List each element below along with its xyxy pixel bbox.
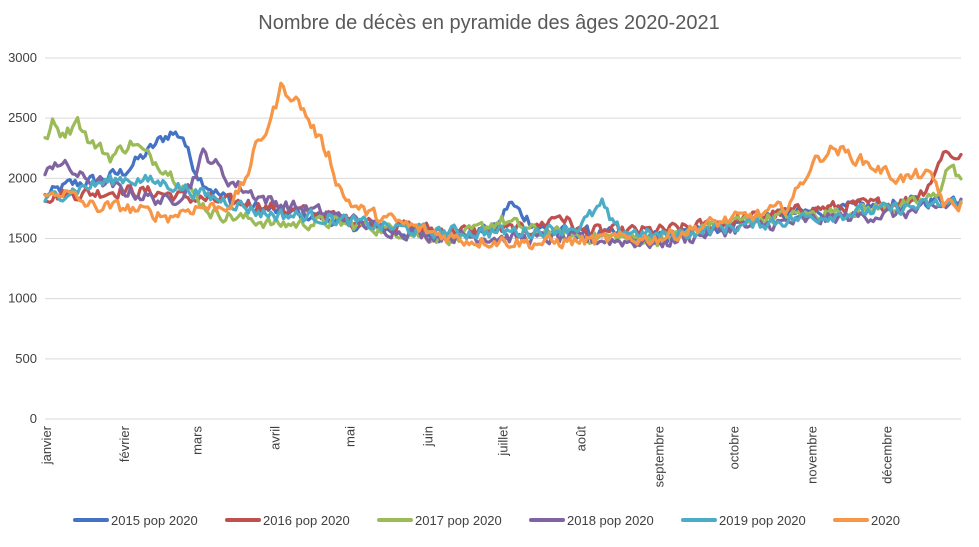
x-tick-label: juin	[420, 426, 435, 447]
x-tick-label: août	[574, 426, 589, 452]
y-tick-label: 2000	[8, 170, 37, 185]
chart-title: Nombre de décès en pyramide des âges 202…	[258, 12, 719, 34]
x-tick-label: décembre	[880, 426, 895, 484]
x-tick-label: mars	[190, 426, 205, 455]
legend: 2015 pop 2020 2016 pop 2020 2017 pop 2020 2…	[73, 513, 900, 528]
x-tick-label: mai	[343, 426, 358, 447]
x-tick-label: avril	[267, 426, 282, 450]
y-tick-label: 2500	[8, 110, 37, 125]
series-lines	[43, 81, 963, 251]
y-tick-label: 0	[30, 411, 37, 426]
x-tick-label: septembre	[651, 426, 666, 487]
y-tick-label: 1000	[8, 291, 37, 306]
legend-label: 2017 pop 2020	[415, 513, 502, 528]
series-line-1	[43, 130, 963, 244]
y-tick-label: 500	[15, 351, 37, 366]
legend-label: 2019 pop 2020	[719, 513, 806, 528]
legend-label: 2018 pop 2020	[567, 513, 654, 528]
y-axis: 0 500 1000 1500 2000 2500 3000	[8, 50, 37, 426]
legend-label: 2015 pop 2020	[111, 513, 198, 528]
series-line-6	[43, 81, 963, 251]
x-axis: janvier février mars avril mai juin juillet aoû…	[39, 425, 895, 487]
x-tick-label: janvier	[39, 425, 54, 465]
x-tick-label: février	[117, 425, 132, 462]
x-tick-label: novembre	[804, 426, 819, 484]
series-line-3	[43, 115, 963, 248]
x-tick-label: juillet	[496, 426, 511, 457]
x-tick-label: octobre	[727, 426, 742, 469]
legend-label: 2016 pop 2020	[263, 513, 350, 528]
legend-label: 2020	[871, 513, 900, 528]
y-tick-label: 1500	[8, 231, 37, 246]
y-tick-label: 3000	[8, 50, 37, 65]
series-line-5	[43, 173, 963, 242]
